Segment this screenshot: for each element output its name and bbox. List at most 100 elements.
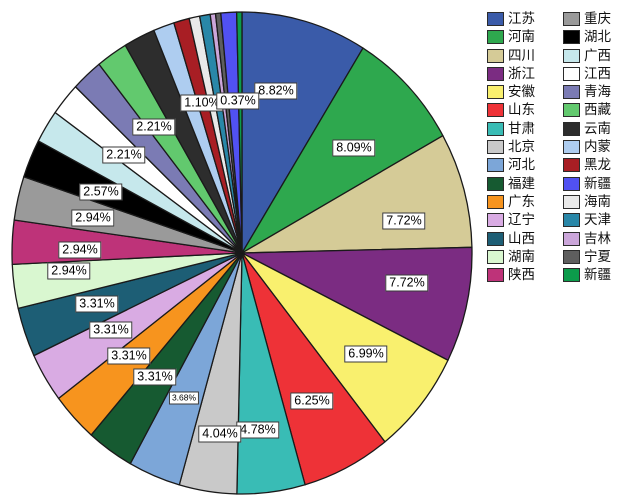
slice-label-2: 7.72%: [382, 212, 426, 230]
legend-item[interactable]: 安徽: [487, 84, 535, 101]
legend-item[interactable]: 河北: [487, 158, 535, 173]
legend-item[interactable]: 重庆: [563, 12, 611, 26]
slice-label-14: 2.94%: [58, 241, 102, 259]
legend-item-label: 北京: [508, 139, 535, 156]
slice-label-15: 2.94%: [71, 209, 115, 227]
legend-item[interactable]: 甘肃: [487, 120, 535, 137]
legend-item-label: 吉林: [584, 230, 611, 247]
legend-item[interactable]: 山东: [487, 102, 535, 119]
slice-label-0: 8.82%: [254, 82, 298, 100]
legend-swatch: [487, 85, 504, 100]
legend-swatch: [563, 121, 580, 136]
legend-item[interactable]: 宁夏: [563, 249, 611, 264]
legend-swatch: [563, 66, 580, 81]
legend-swatch: [563, 85, 580, 100]
slice-label-9: 3.31%: [133, 368, 177, 386]
legend-item-label: 重庆: [584, 11, 611, 27]
legend-item[interactable]: 天津: [563, 213, 611, 228]
legend-item-label: 西藏: [584, 102, 611, 119]
legend-item[interactable]: 黑龙: [563, 157, 611, 174]
legend-swatch: [487, 30, 504, 45]
legend-item-label: 海南: [584, 193, 611, 210]
legend-item-label: 内蒙: [584, 139, 611, 156]
legend-item[interactable]: 山西: [487, 230, 535, 247]
legend-column-1: 重庆 湖北 广西 江西 青海 西藏 云南 内蒙 黑龙 新疆 海南 天津 吉林 宁夏 新疆: [563, 12, 611, 286]
legend-item[interactable]: 吉林: [563, 230, 611, 247]
legend-swatch: [563, 176, 580, 191]
legend-swatch: [563, 268, 580, 283]
legend-swatch: [563, 158, 580, 173]
legend-item-label: 青海: [584, 84, 611, 101]
legend-item[interactable]: 新疆: [563, 175, 611, 192]
legend-item[interactable]: 云南: [563, 120, 611, 137]
legend-item[interactable]: 湖南: [487, 248, 535, 265]
legend-swatch: [563, 48, 580, 63]
legend-item-label: 陕西: [508, 267, 535, 284]
legend-item-label: 浙江: [508, 65, 535, 82]
legend-item-label: 新疆: [584, 267, 611, 284]
pie-slice-0[interactable]: [241, 11, 364, 254]
slice-label-16: 2.57%: [79, 183, 123, 201]
pie-slice-29[interactable]: [236, 11, 243, 254]
legend-item-label: 湖北: [584, 29, 611, 46]
legend-item[interactable]: 海南: [563, 193, 611, 210]
legend-item[interactable]: 江西: [563, 66, 611, 81]
legend-item[interactable]: 广西: [563, 47, 611, 64]
legend-swatch: [563, 30, 580, 45]
slice-label-8: 3.68%: [168, 391, 200, 405]
legend-item[interactable]: 浙江: [487, 65, 535, 82]
slice-label-7: 4.04%: [198, 425, 242, 443]
legend-item[interactable]: 广东: [487, 194, 535, 209]
legend-item-label: 云南: [584, 120, 611, 137]
legend-swatch: [487, 121, 504, 136]
legend-swatch: [563, 140, 580, 155]
legend-item[interactable]: 四川: [487, 47, 535, 64]
legend-item-label: 黑龙: [584, 157, 611, 174]
slice-label-13: 2.94%: [47, 262, 91, 280]
legend-item[interactable]: 北京: [487, 139, 535, 156]
legend-swatch: [563, 249, 580, 264]
legend-item-label: 安徽: [508, 84, 535, 101]
legend-swatch: [487, 48, 504, 63]
legend-item-label: 辽宁: [508, 212, 535, 229]
legend-swatch: [487, 176, 504, 191]
slice-label-5: 6.25%: [290, 392, 334, 410]
legend-item-label: 新疆: [584, 175, 611, 192]
legend-item-label: 江苏: [508, 11, 535, 27]
slice-label-20: 2.21%: [132, 118, 176, 136]
legend-swatch: [487, 66, 504, 81]
legend-swatch: [563, 194, 580, 209]
legend-item[interactable]: 河南: [487, 29, 535, 46]
legend-swatch: [487, 194, 504, 209]
legend-item[interactable]: 新疆: [563, 267, 611, 284]
slice-label-11: 3.31%: [89, 321, 133, 339]
slice-label-12: 3.31%: [75, 295, 119, 313]
legend-item-label: 山东: [508, 102, 535, 119]
legend-swatch: [563, 12, 580, 26]
legend-item-label: 河南: [508, 29, 535, 46]
legend-swatch: [563, 213, 580, 228]
legend-swatch: [487, 213, 504, 228]
legend-item-label: 甘肃: [508, 120, 535, 137]
legend-item[interactable]: 湖北: [563, 29, 611, 46]
legend-item-label: 湖南: [508, 248, 535, 265]
legend-item[interactable]: 辽宁: [487, 212, 535, 229]
legend-item[interactable]: 福建: [487, 175, 535, 192]
legend-item-label: 福建: [508, 175, 535, 192]
slice-label-10: 3.31%: [107, 347, 151, 365]
legend-item-label: 山西: [508, 230, 535, 247]
legend-item[interactable]: 江苏: [487, 12, 535, 26]
legend-swatch: [487, 268, 504, 283]
legend-item[interactable]: 内蒙: [563, 139, 611, 156]
legend-swatch: [563, 103, 580, 118]
legend-column-0: 江苏河南 四川 浙江安徽 山东 甘肃北京河北福建广东辽宁 山西 湖南陕西: [487, 12, 535, 286]
legend-swatch: [487, 249, 504, 264]
legend-item[interactable]: 青海: [563, 84, 611, 101]
legend-item-label: 广西: [584, 47, 611, 64]
legend-swatch: [487, 140, 504, 155]
slice-label-1: 8.09%: [332, 139, 376, 157]
legend-item[interactable]: 陕西: [487, 267, 535, 284]
legend-item-label: 四川: [508, 47, 535, 64]
legend-swatch: [487, 231, 504, 246]
legend-item[interactable]: 西藏: [563, 102, 611, 119]
